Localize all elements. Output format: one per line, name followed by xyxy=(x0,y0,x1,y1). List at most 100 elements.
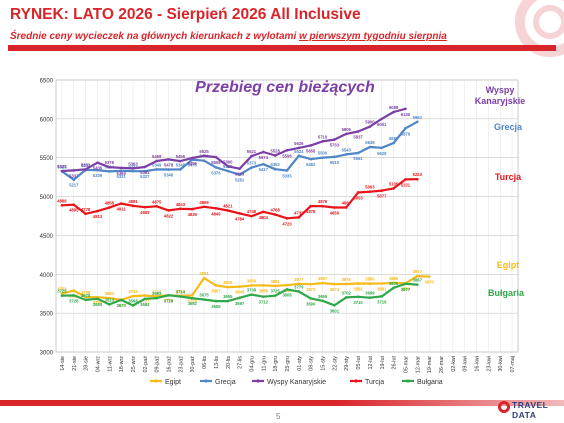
data-label: 3697 xyxy=(235,301,245,306)
data-label: 5077 xyxy=(377,194,387,199)
data-point xyxy=(131,167,135,170)
data-label: 5349 xyxy=(176,162,186,167)
x-tick-label: 30-kwi xyxy=(498,356,504,372)
data-label: 4843 xyxy=(176,202,186,207)
logo-line2: DATA xyxy=(512,410,537,420)
data-label: 3860 xyxy=(282,288,292,293)
x-tick-label: 05-mar xyxy=(403,356,409,373)
data-label: 4821 xyxy=(223,203,233,208)
data-label: 3826 xyxy=(389,281,399,286)
data-point xyxy=(167,168,170,171)
data-point xyxy=(262,150,265,154)
data-point xyxy=(392,281,395,285)
data-label: 5329 xyxy=(57,164,67,169)
data-point xyxy=(356,282,360,285)
data-point xyxy=(333,303,336,307)
chart-panel: 3000 3500 4000 4500 5000 5500 6000 6500 14-sie 21… xyxy=(30,72,530,390)
data-point xyxy=(309,282,312,286)
data-point xyxy=(392,187,395,190)
y-tick-label: 5500 xyxy=(40,156,54,162)
data-point xyxy=(131,169,135,173)
x-tick-label: 14-sie xyxy=(60,356,66,371)
data-label: 3977 xyxy=(413,269,423,274)
data-point xyxy=(214,284,218,287)
x-tick-label: 26-mar xyxy=(439,356,445,373)
data-label: 3670 xyxy=(81,293,91,298)
x-tick-label: 11-wrz xyxy=(107,356,113,372)
y-tick-label: 4500 xyxy=(40,234,54,240)
corner-decoration xyxy=(450,0,564,70)
data-label: 5436 xyxy=(93,166,103,171)
data-point xyxy=(356,151,360,155)
data-label: 3705 xyxy=(93,300,103,305)
y-tick-label: 3000 xyxy=(40,351,54,357)
data-point xyxy=(238,167,241,170)
data-label: 4732 xyxy=(294,210,304,215)
x-tick-label: 04-wrz xyxy=(95,356,101,372)
x-tick-label: 07-maj xyxy=(510,356,516,372)
data-point xyxy=(273,167,277,171)
data-label: 5363 xyxy=(128,161,138,166)
data-label: 5325 xyxy=(57,164,67,169)
x-tick-label: 08-sty xyxy=(309,356,315,371)
data-label: 3693 xyxy=(152,291,162,296)
data-label: 3857 xyxy=(211,288,221,293)
data-point xyxy=(297,216,301,219)
data-label: 4888 xyxy=(57,198,67,203)
data-point xyxy=(60,169,64,173)
data-label: 5628 xyxy=(377,151,387,156)
data-point xyxy=(167,209,170,212)
data-label: 5376 xyxy=(211,170,221,175)
data-label: 5339 xyxy=(93,173,103,178)
data-label: 5962 xyxy=(413,115,423,120)
data-point xyxy=(273,213,277,216)
data-point xyxy=(368,282,372,285)
header-rule xyxy=(8,45,556,51)
data-point xyxy=(131,204,135,208)
x-tick-label: 30-paź xyxy=(190,356,196,373)
logo-ring-icon xyxy=(498,401,510,413)
data-point xyxy=(333,138,336,141)
data-point xyxy=(179,168,182,171)
data-point xyxy=(72,169,76,172)
x-tick-label: 02-paź xyxy=(143,356,149,373)
data-label: 4860 xyxy=(342,200,352,205)
series-line-0 xyxy=(61,275,430,301)
data-point xyxy=(119,298,123,302)
data-point xyxy=(427,275,431,278)
data-point xyxy=(155,159,158,163)
series-line-2 xyxy=(61,107,406,173)
data-label: 3753 xyxy=(57,286,67,291)
data-label: 3729 xyxy=(164,298,174,303)
series-label-turcja: Turcja xyxy=(495,172,522,182)
data-label: 3725 xyxy=(57,289,67,294)
y-tick-label: 6500 xyxy=(40,79,54,85)
data-point xyxy=(108,165,111,169)
page-number: 5 xyxy=(276,412,281,421)
data-label: 5369 xyxy=(116,171,126,176)
data-label: 5223 xyxy=(413,172,423,177)
data-label: 3779 xyxy=(294,284,304,289)
data-point xyxy=(344,132,348,136)
data-label: 5543 xyxy=(342,147,352,152)
legend-label: Turcja xyxy=(365,379,384,386)
y-tick-label: 6000 xyxy=(40,117,54,123)
data-point xyxy=(297,282,301,286)
data-point xyxy=(155,168,158,171)
data-label: 3708 xyxy=(81,290,91,295)
data-label: 4784 xyxy=(235,216,245,221)
data-label: 5417 xyxy=(259,167,269,172)
data-point xyxy=(179,159,182,163)
x-tick-label: 12-mar xyxy=(415,356,421,373)
data-label: 4748 xyxy=(247,209,257,214)
y-tick-label: 3500 xyxy=(40,312,54,318)
data-label: 5510 xyxy=(330,160,340,165)
data-label: 5349 xyxy=(152,162,162,167)
legend-label: Wyspy Kanaryjskie xyxy=(267,379,326,386)
data-label: 5063 xyxy=(365,185,375,190)
data-label: 4876 xyxy=(318,199,328,204)
data-point xyxy=(285,148,289,152)
data-point xyxy=(179,207,182,211)
data-point xyxy=(380,117,384,121)
data-label: 4822 xyxy=(164,213,174,218)
